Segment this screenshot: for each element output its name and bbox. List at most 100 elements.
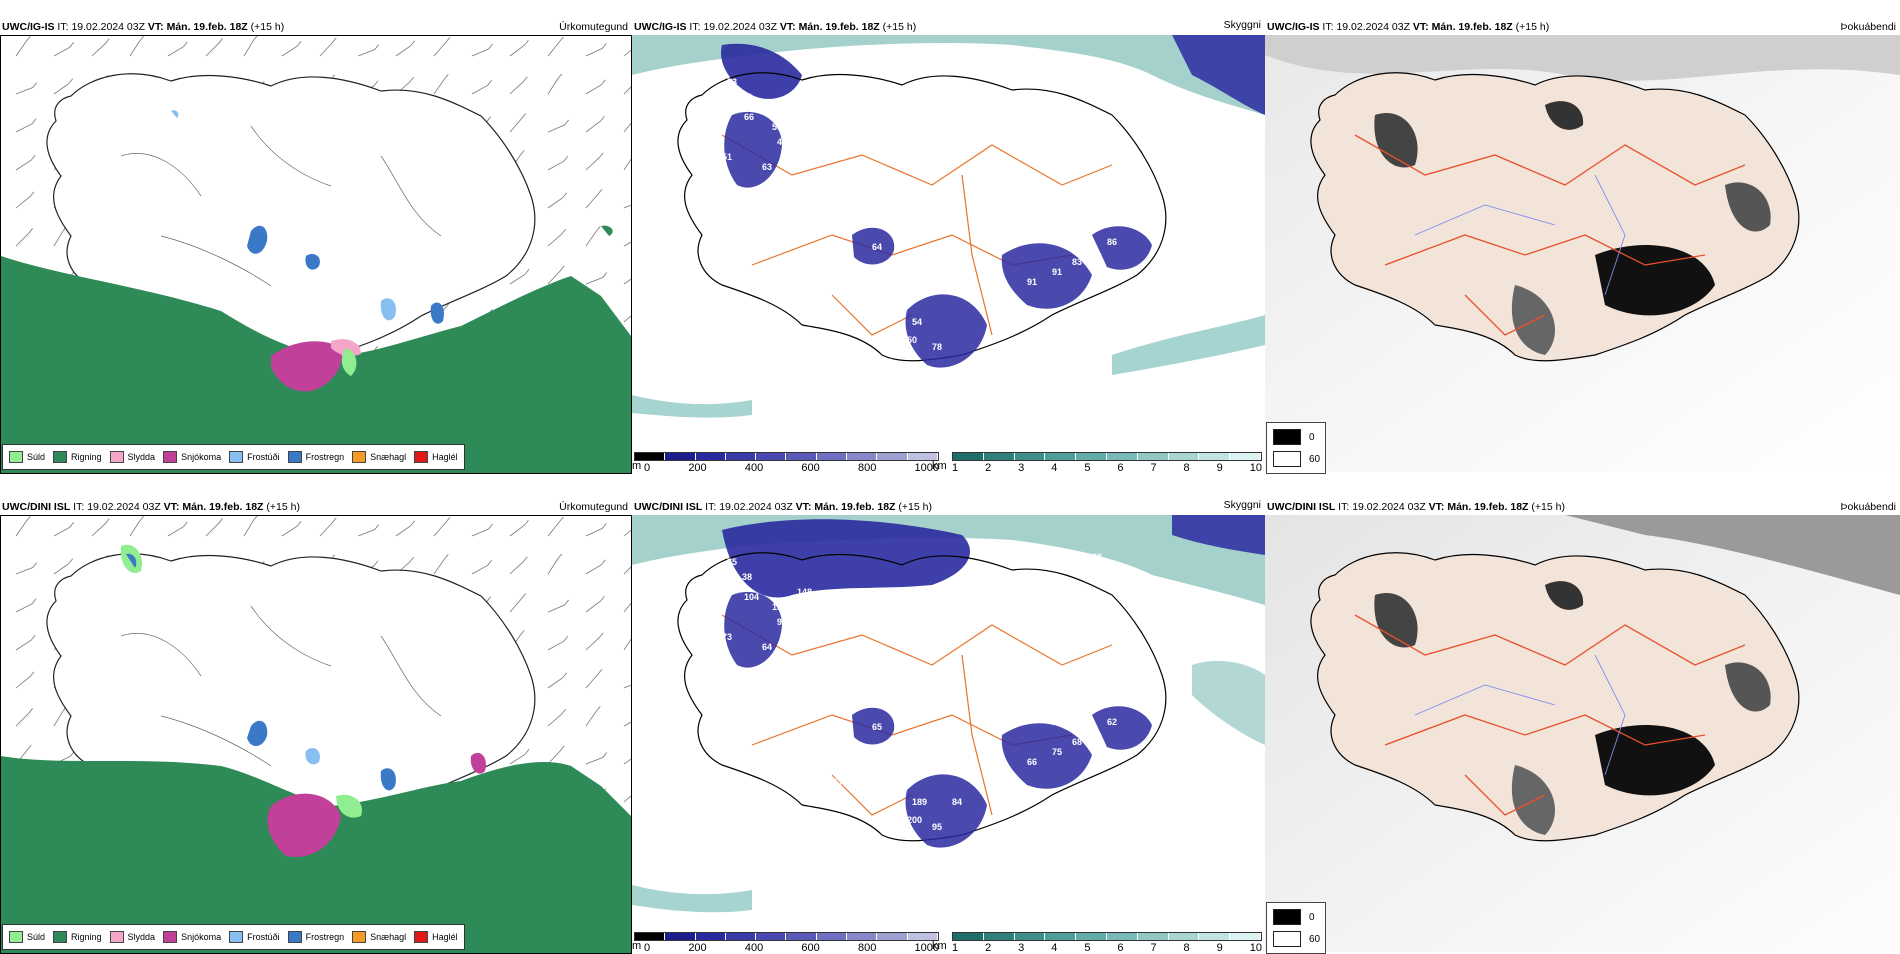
wind-barb (509, 39, 529, 57)
forecast-row-ig-is: UWC/IG-IS IT: 19.02.2024 03Z VT: Mán. 19… (0, 12, 1900, 474)
precip-type-panel: UWC/DINI ISL IT: 19.02.2024 03Z VT: Mán.… (0, 492, 632, 954)
precip-legend: Súld Rigning Slydda Snjókoma Frostúði Fr… (2, 444, 465, 470)
wind-barb (547, 228, 566, 247)
wind-barb (129, 516, 145, 537)
cloud-base-label: 54 (912, 317, 922, 327)
wind-barb (167, 41, 188, 57)
legend-item: Frostúði (229, 451, 280, 463)
cloud-base-label: 49 (837, 262, 847, 272)
wind-barb (547, 553, 563, 575)
cloud-base-panel: UWC/DINI ISL IT: 19.02.2024 03Z VT: Mán.… (632, 492, 1265, 954)
scale-unit: km (932, 940, 947, 952)
cloud-base-label: 60 (1007, 547, 1017, 557)
cloud-base-label: 55 (1017, 587, 1027, 597)
cloud-base-label: 51 (722, 152, 732, 162)
cloud-base-label: 102 (797, 107, 812, 117)
wind-barb (585, 523, 607, 537)
cloud-base-label: 58 (1092, 732, 1102, 742)
cloud-base-label: 51 (717, 172, 727, 182)
wind-barb (585, 595, 605, 613)
cloud-base-label: 91 (1027, 277, 1037, 287)
cloud-base-label: 91 (792, 217, 802, 227)
cloud-base-label: 56 (772, 197, 782, 207)
cloud-base-label: 67 (780, 177, 790, 187)
fog-legend: 0 60 (1266, 902, 1326, 954)
cloud-base-label: 91 (1052, 267, 1062, 277)
cloud-base-label: 81 (962, 252, 972, 262)
cloud-base-label: 142 (1007, 67, 1022, 77)
cloud-base-label: 53 (907, 367, 917, 377)
wind-barb (585, 115, 605, 133)
wind-barb (15, 191, 35, 209)
visibility-scale-km: km 1 2 3 4 5 6 7 8 9 10 (932, 452, 1262, 474)
wind-barb (471, 560, 493, 575)
wind-barb (623, 529, 631, 537)
wind-barb (15, 516, 31, 537)
precip-map (0, 515, 632, 954)
wind-barb (547, 156, 569, 171)
fog-index-panel: UWC/IG-IS IT: 19.02.2024 03Z VT: Mán. 19… (1265, 12, 1900, 474)
cloud-base-label: 189 (912, 797, 927, 807)
cloud-base-label: 50 (752, 817, 762, 827)
wind-barb (585, 559, 606, 575)
cloud-base-label: 73 (722, 632, 732, 642)
wind-barb (395, 40, 416, 57)
wind-barb (129, 36, 145, 57)
scale-ticks: 0 200 400 600 800 1000 (644, 942, 939, 954)
wind-barb (585, 632, 604, 651)
wind-barb (15, 118, 37, 133)
wind-barb (585, 79, 606, 95)
panel-title: Úrkomutegund (559, 21, 628, 33)
wind-barb (585, 43, 607, 57)
cloud-base-label: 63 (762, 162, 772, 172)
fog-map: 0 60 (1265, 35, 1900, 474)
cloud-base-label: 83 (1072, 257, 1082, 267)
wind-barb (623, 278, 631, 285)
wind-barb (205, 38, 224, 57)
panel-header: UWC/IG-IS IT: 19.02.2024 03Z VT: Mán. 19… (634, 21, 917, 33)
cloud-base-label: 66 (742, 92, 752, 102)
cloud-base-label: 64 (872, 242, 882, 252)
cloud-base-label: 50 (907, 335, 917, 345)
wind-barb (509, 268, 530, 285)
cloud-base-label: 105 (877, 357, 892, 367)
cloud-base-label: 271 (812, 797, 827, 807)
wind-barb (623, 721, 631, 727)
forecast-row-dini-isl: UWC/DINI ISL IT: 19.02.2024 03Z VT: Mán.… (0, 492, 1900, 954)
cloud-base-label: 48 (907, 847, 917, 857)
scale-m-bar (634, 932, 939, 941)
legend-item: Rigning (53, 931, 102, 943)
wind-barb (91, 38, 110, 57)
wind-barb (547, 265, 565, 285)
wind-barb (357, 44, 380, 57)
cloud-base-label: 66 (1002, 777, 1012, 787)
panel-title: Þokuábendi (1840, 501, 1896, 513)
cloud-base-label: 92 (967, 772, 977, 782)
wind-barb (585, 669, 603, 689)
wind-barb (433, 554, 449, 575)
cloud-base-label: 68 (1072, 737, 1082, 747)
wind-barb (53, 522, 75, 537)
cloud-base-label: 84 (952, 797, 962, 807)
wind-barb (91, 518, 110, 537)
cloud-base-label: 65 (872, 722, 882, 732)
cloud-base-label: 104 (744, 592, 759, 602)
wind-barb (15, 82, 38, 95)
wind-barb (205, 518, 224, 537)
wind-barb (547, 192, 568, 209)
wind-barb (623, 758, 631, 765)
cloud-base-label: 94 (962, 732, 972, 742)
wind-barb (547, 636, 569, 651)
cloud-base-label: 87 (1017, 107, 1027, 117)
wind-barb (509, 593, 527, 613)
legend-item: Frostúði (229, 931, 280, 943)
cloud-base-label: 75 (1052, 747, 1062, 757)
legend-item: 0 (1273, 909, 1315, 925)
panel-title: Skyggni (1223, 19, 1261, 31)
wind-barb (53, 558, 74, 575)
cloud-base-label: 95 (1092, 252, 1102, 262)
cloud-base-panel: UWC/IG-IS IT: 19.02.2024 03Z VT: Mán. 19… (632, 12, 1265, 474)
legend-item: Rigning (53, 451, 102, 463)
wind-barb (471, 523, 493, 537)
wind-barb (623, 122, 631, 133)
